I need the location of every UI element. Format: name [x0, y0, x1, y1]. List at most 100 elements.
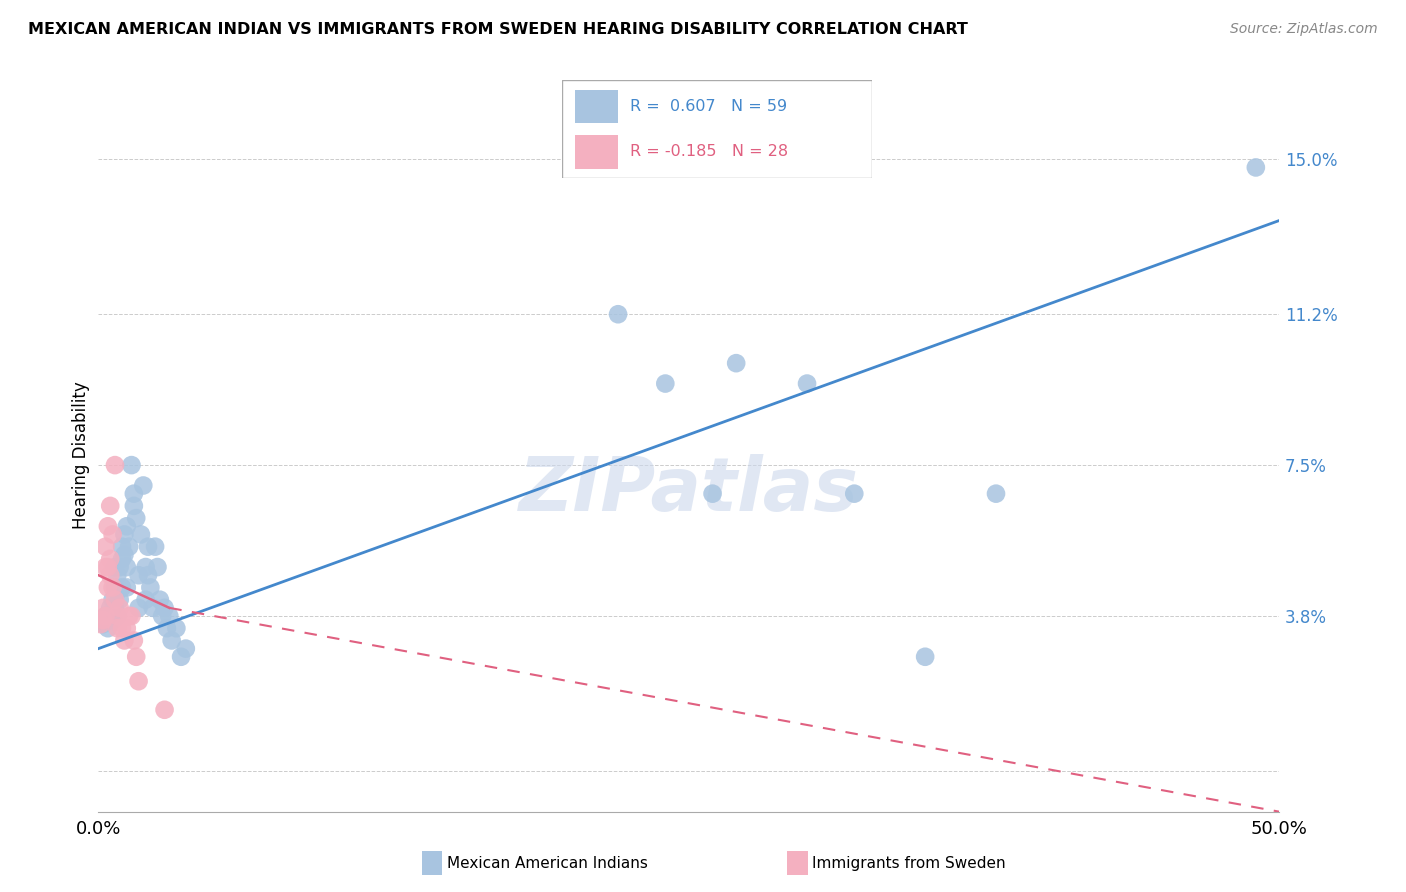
Point [104, 458, 127, 472]
Point [98, 609, 121, 624]
Point [98, 552, 121, 566]
Point [104, 600, 127, 615]
Point [91, 617, 114, 632]
Point [105, 568, 128, 582]
Point [115, 560, 138, 574]
Point [105, 609, 128, 624]
Point [156, 621, 179, 635]
Point [122, 486, 145, 500]
Point [702, 486, 724, 500]
Point [101, 527, 124, 541]
Point [160, 633, 183, 648]
Text: MEXICAN AMERICAN INDIAN VS IMMIGRANTS FROM SWEDEN HEARING DISABILITY CORRELATION: MEXICAN AMERICAN INDIAN VS IMMIGRANTS FR… [28, 22, 967, 37]
Point [98, 568, 121, 582]
FancyBboxPatch shape [575, 90, 619, 123]
Text: ZIPatlas: ZIPatlas [519, 454, 859, 527]
Point [121, 458, 143, 472]
Point [112, 548, 135, 562]
Point [98, 600, 121, 615]
Point [94, 609, 117, 624]
Point [165, 621, 187, 635]
Point [108, 600, 131, 615]
Point [135, 560, 157, 574]
Point [97, 581, 120, 595]
Point [98, 499, 121, 513]
Point [97, 560, 120, 574]
Text: Mexican American Indians: Mexican American Indians [447, 855, 647, 871]
Point [118, 609, 141, 624]
Point [104, 592, 127, 607]
Point [108, 592, 131, 607]
Point [111, 581, 134, 595]
Point [108, 560, 131, 574]
Point [111, 552, 134, 566]
Point [1244, 161, 1267, 175]
Point [132, 478, 155, 492]
Y-axis label: Hearing Disability: Hearing Disability [72, 381, 90, 529]
Point [105, 584, 128, 599]
Point [118, 540, 141, 554]
Point [94, 560, 117, 574]
Text: R = -0.185   N = 28: R = -0.185 N = 28 [630, 145, 789, 160]
Point [129, 527, 152, 541]
Point [135, 592, 157, 607]
Point [125, 649, 148, 664]
Point [115, 621, 138, 635]
FancyBboxPatch shape [562, 80, 872, 178]
Point [91, 613, 114, 627]
Point [139, 581, 162, 595]
Point [153, 600, 176, 615]
Text: Immigrants from Sweden: Immigrants from Sweden [813, 855, 1005, 871]
Point [914, 649, 936, 664]
Point [115, 519, 138, 533]
Point [111, 540, 134, 554]
Point [143, 540, 166, 554]
Point [94, 609, 117, 624]
Text: R =  0.607   N = 59: R = 0.607 N = 59 [630, 99, 787, 114]
Point [97, 519, 120, 533]
FancyBboxPatch shape [787, 851, 807, 876]
Point [101, 613, 124, 627]
Point [136, 540, 159, 554]
Point [654, 376, 676, 391]
Point [146, 560, 169, 574]
Point [101, 592, 124, 607]
Point [101, 581, 124, 595]
Point [128, 568, 150, 582]
Point [170, 649, 193, 664]
Point [149, 592, 172, 607]
Point [142, 600, 165, 615]
Point [111, 621, 134, 635]
Point [607, 307, 630, 321]
Point [128, 674, 150, 689]
Point [94, 540, 117, 554]
Point [115, 581, 138, 595]
Point [844, 486, 866, 500]
Point [91, 600, 114, 615]
FancyBboxPatch shape [422, 851, 441, 876]
Point [150, 609, 173, 624]
Point [112, 633, 135, 648]
Point [104, 560, 127, 574]
Point [157, 609, 180, 624]
Point [174, 641, 197, 656]
Point [105, 621, 128, 635]
Point [984, 486, 1007, 500]
Point [796, 376, 818, 391]
Point [97, 613, 120, 627]
Point [122, 633, 145, 648]
FancyBboxPatch shape [575, 136, 619, 169]
Text: Source: ZipAtlas.com: Source: ZipAtlas.com [1230, 22, 1378, 37]
Point [121, 609, 143, 624]
Point [153, 703, 176, 717]
Point [725, 356, 748, 370]
Point [90, 617, 112, 632]
Point [125, 511, 148, 525]
Point [104, 581, 127, 595]
Point [112, 527, 135, 541]
Point [128, 600, 150, 615]
Point [105, 609, 128, 624]
Point [97, 621, 120, 635]
Point [136, 568, 159, 582]
Point [122, 499, 145, 513]
